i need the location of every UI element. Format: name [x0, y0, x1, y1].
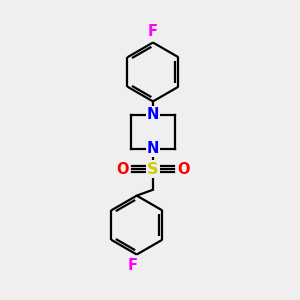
Text: F: F	[127, 258, 137, 273]
Text: N: N	[147, 107, 159, 122]
Text: S: S	[147, 162, 159, 177]
Text: F: F	[148, 24, 158, 39]
Text: N: N	[147, 141, 159, 156]
Text: O: O	[178, 162, 190, 177]
Text: O: O	[116, 162, 128, 177]
